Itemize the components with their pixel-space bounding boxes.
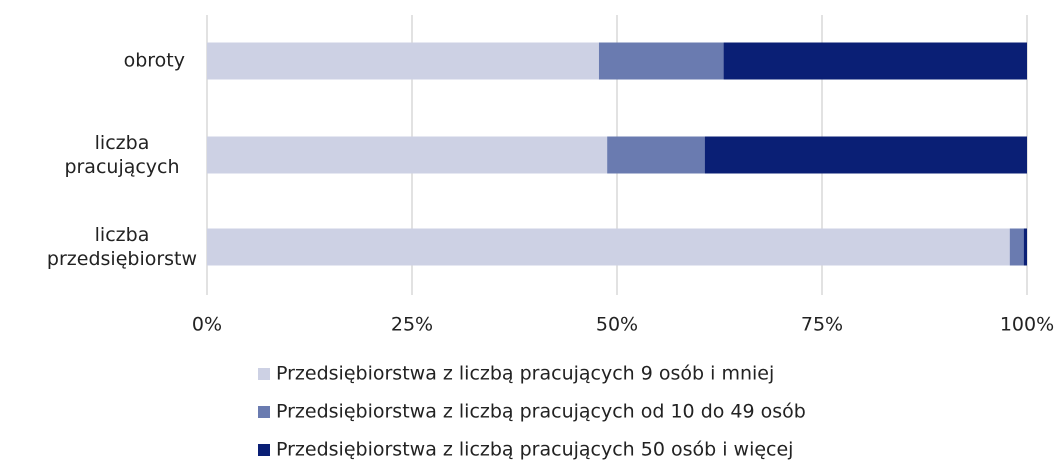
bar-segment — [607, 136, 705, 174]
x-tick-label: 25% — [391, 314, 433, 336]
x-tick-label: 75% — [801, 314, 843, 336]
bar-segment — [598, 42, 724, 80]
y-tick-label: liczba pracujących — [64, 132, 179, 178]
x-tick-label: 50% — [596, 314, 638, 336]
bar-segment — [207, 136, 608, 174]
bar-segment — [704, 136, 1027, 174]
legend-label: Przedsiębiorstwa z liczbą pracujących 50… — [276, 439, 793, 461]
bar-segment — [207, 42, 599, 80]
x-tick-label: 0% — [192, 314, 222, 336]
bar-segment — [1023, 228, 1027, 266]
legend-swatch — [258, 444, 270, 456]
bar-segment — [723, 42, 1027, 80]
legend-swatch — [258, 406, 270, 418]
y-tick-label: obroty — [124, 50, 185, 72]
bar-segment — [1009, 228, 1024, 266]
y-tick-label: liczba przedsiębiorstw — [47, 224, 197, 270]
bar-segment — [207, 228, 1010, 266]
x-tick-label: 100% — [1000, 314, 1054, 336]
legend-swatch — [258, 368, 270, 380]
legend-label: Przedsiębiorstwa z liczbą pracujących 9 … — [276, 363, 774, 385]
legend-label: Przedsiębiorstwa z liczbą pracujących od… — [276, 401, 806, 423]
